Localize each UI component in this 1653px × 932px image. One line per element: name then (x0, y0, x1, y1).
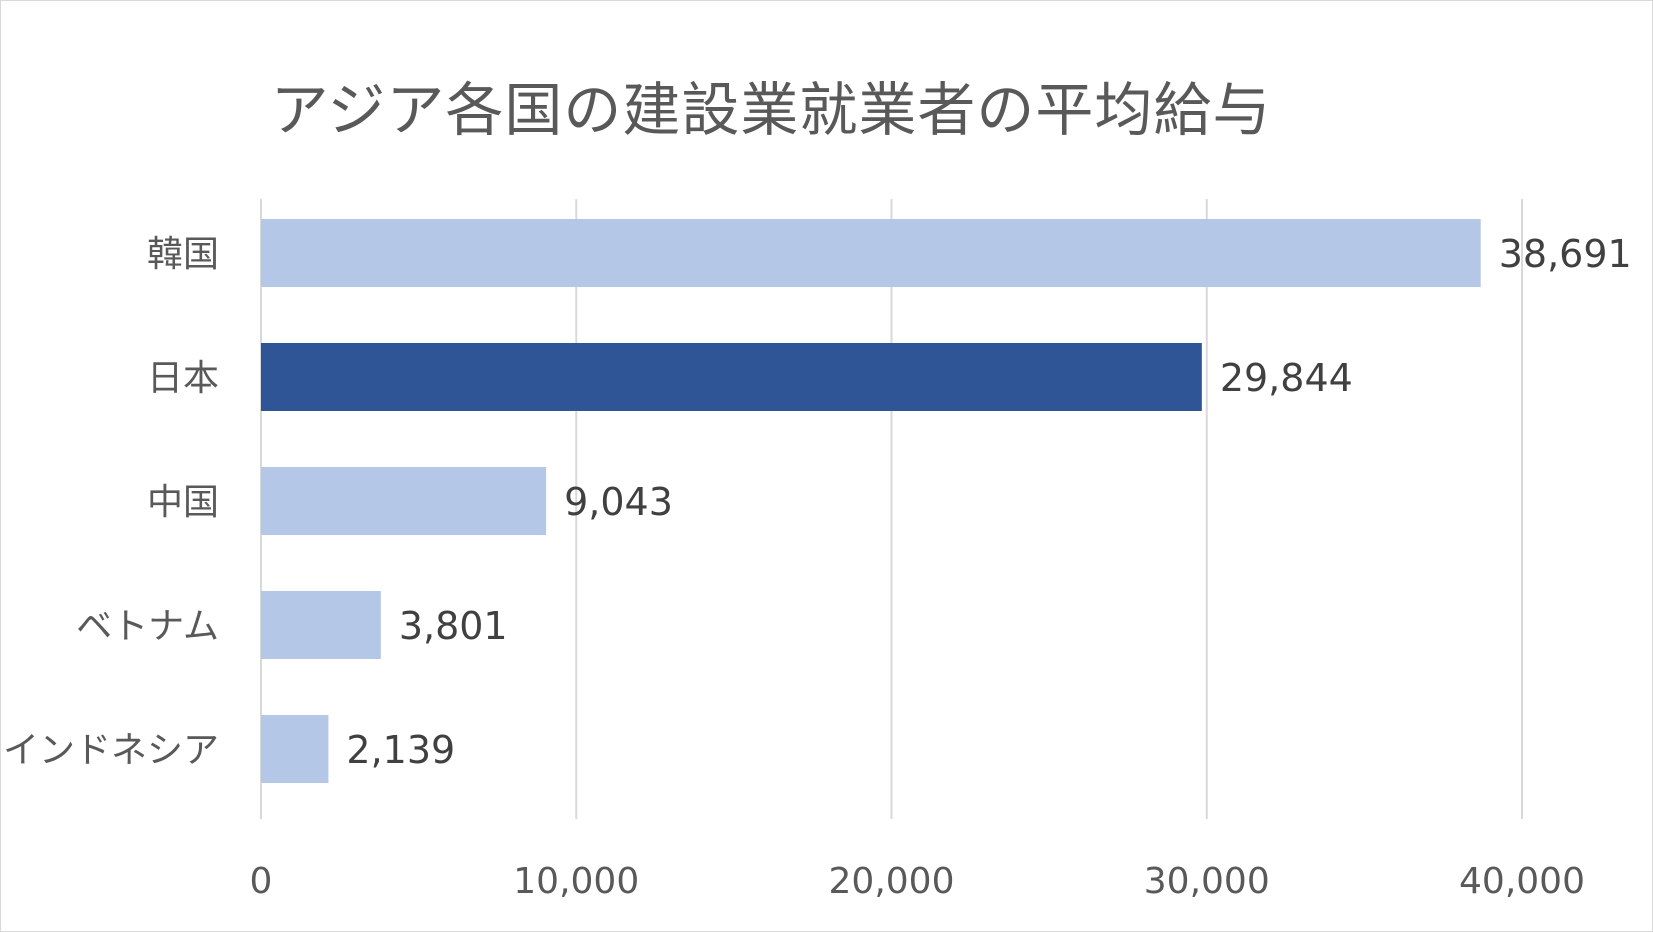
data-label: 9,043 (564, 480, 673, 524)
x-tick-label: 10,000 (513, 861, 639, 902)
x-tick-label: 0 (250, 861, 273, 902)
x-tick-label: 30,000 (1144, 861, 1270, 902)
category-label: 中国 (147, 482, 219, 523)
bar-layer (261, 219, 1481, 783)
bar (261, 715, 329, 783)
bar (261, 343, 1202, 411)
category-label: インドネシア (3, 730, 219, 771)
category-label: 韓国 (147, 234, 219, 275)
x-tick-label: 40,000 (1459, 861, 1585, 902)
data-label: 29,844 (1220, 356, 1353, 400)
label-layer: 0 10,000 20,000 30,000 40,000 韓国 38,691 日本 29,84… (3, 232, 1632, 902)
data-label: 2,139 (346, 728, 455, 772)
x-tick-label: 20,000 (829, 861, 955, 902)
category-label: 日本 (147, 358, 219, 399)
category-label: ベトナム (76, 606, 219, 647)
bar (261, 591, 381, 659)
bar (261, 219, 1481, 287)
data-label: 38,691 (1499, 232, 1632, 276)
data-label: 3,801 (399, 604, 508, 648)
chart-title: アジア各国の建設業就業者の平均給与 (270, 76, 1272, 144)
bar (261, 467, 547, 535)
